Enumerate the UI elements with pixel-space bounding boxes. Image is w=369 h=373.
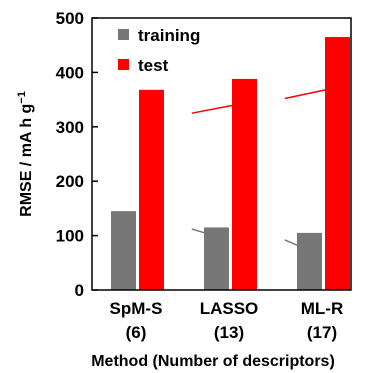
y-tick-label: 400 xyxy=(56,63,84,82)
bar-test-lasso xyxy=(232,78,257,290)
x-category-sublabel: (13) xyxy=(214,323,244,342)
x-axis-title: Method (Number of descriptors) xyxy=(91,353,335,370)
legend-swatch-training xyxy=(118,29,129,40)
plot-frame xyxy=(91,17,352,291)
legend-swatch-test xyxy=(118,59,129,70)
legend: training test xyxy=(118,26,200,75)
bar-training-ml-r xyxy=(297,232,322,290)
legend-label-training: training xyxy=(138,26,200,45)
legend-label-test: test xyxy=(138,56,169,75)
y-axis-title-main: RMSE / mA h g xyxy=(18,104,35,217)
bar-training-spm-s xyxy=(111,211,136,290)
red-trend-arrow xyxy=(284,85,337,100)
red-trend-arrow xyxy=(191,100,244,114)
bar-test-spm-s xyxy=(139,89,164,290)
y-tick-label: 0 xyxy=(75,281,84,300)
bar-test-ml-r xyxy=(325,37,350,290)
x-category-sublabel: (17) xyxy=(307,323,337,342)
y-tick-label: 100 xyxy=(56,227,84,246)
gray-trend-arrow xyxy=(284,239,314,253)
x-category-label: SpM-S xyxy=(110,299,163,318)
y-tick-label: 300 xyxy=(56,118,84,137)
x-category-sublabel: (6) xyxy=(126,323,147,342)
x-category-label: LASSO xyxy=(200,299,259,318)
gray-trend-arrow xyxy=(191,228,221,240)
y-axis-title: RMSE / mA h g−1 xyxy=(16,91,35,217)
y-tick-label: 200 xyxy=(56,172,84,191)
y-axis-title-superscript: −1 xyxy=(16,91,28,104)
x-category-label: ML-R xyxy=(301,299,343,318)
y-tick-label: 500 xyxy=(56,9,84,28)
